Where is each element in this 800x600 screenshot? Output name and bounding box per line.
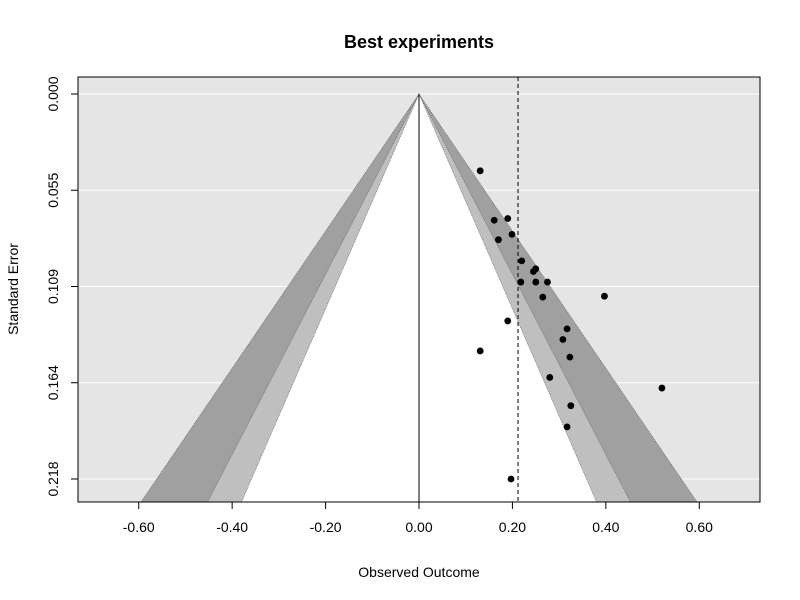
reference-lines: [418, 77, 519, 502]
data-points: [476, 167, 666, 483]
data-point: [546, 374, 554, 381]
y-tick-label: 0.109: [45, 269, 61, 304]
data-point: [532, 265, 540, 273]
x-tick-label: 0.00: [405, 519, 432, 535]
y-axis: 0.000 0.055 0.109 0.164 0.218: [45, 76, 79, 497]
data-point: [559, 336, 567, 343]
x-tick-label: 0.20: [499, 519, 526, 535]
x-axis: -0.60 -0.40 -0.20 0.00 0.20 0.40 0.60: [123, 501, 713, 535]
data-point: [544, 278, 551, 286]
data-point: [563, 325, 571, 333]
x-tick-label: -0.40: [216, 519, 248, 535]
data-point: [563, 423, 571, 431]
y-axis-label: Standard Error: [5, 243, 21, 335]
y-tick-label: 0.164: [45, 365, 61, 400]
x-axis-label: Observed Outcome: [358, 564, 480, 580]
x-tick-label: -0.20: [310, 519, 342, 535]
data-point: [507, 475, 515, 483]
data-point: [567, 402, 575, 410]
data-point: [490, 216, 498, 224]
data-point: [504, 215, 512, 222]
data-point: [532, 278, 540, 286]
data-point: [476, 167, 484, 175]
chart-title: Best experiments: [344, 32, 494, 52]
y-tick-label: 0.218: [45, 461, 61, 496]
data-point: [517, 278, 525, 286]
y-tick-label: 0.000: [45, 76, 61, 111]
data-point: [539, 293, 547, 301]
data-point: [566, 353, 574, 361]
data-point: [601, 292, 608, 300]
data-point: [508, 230, 516, 238]
data-point: [476, 347, 484, 355]
x-tick-label: -0.60: [123, 519, 155, 535]
x-tick-label: 0.40: [592, 519, 619, 535]
data-point: [504, 317, 512, 325]
data-point: [658, 384, 666, 392]
data-point: [518, 257, 526, 265]
y-tick-label: 0.055: [45, 173, 61, 208]
x-tick-label: 0.60: [686, 519, 713, 535]
data-point: [495, 236, 502, 244]
